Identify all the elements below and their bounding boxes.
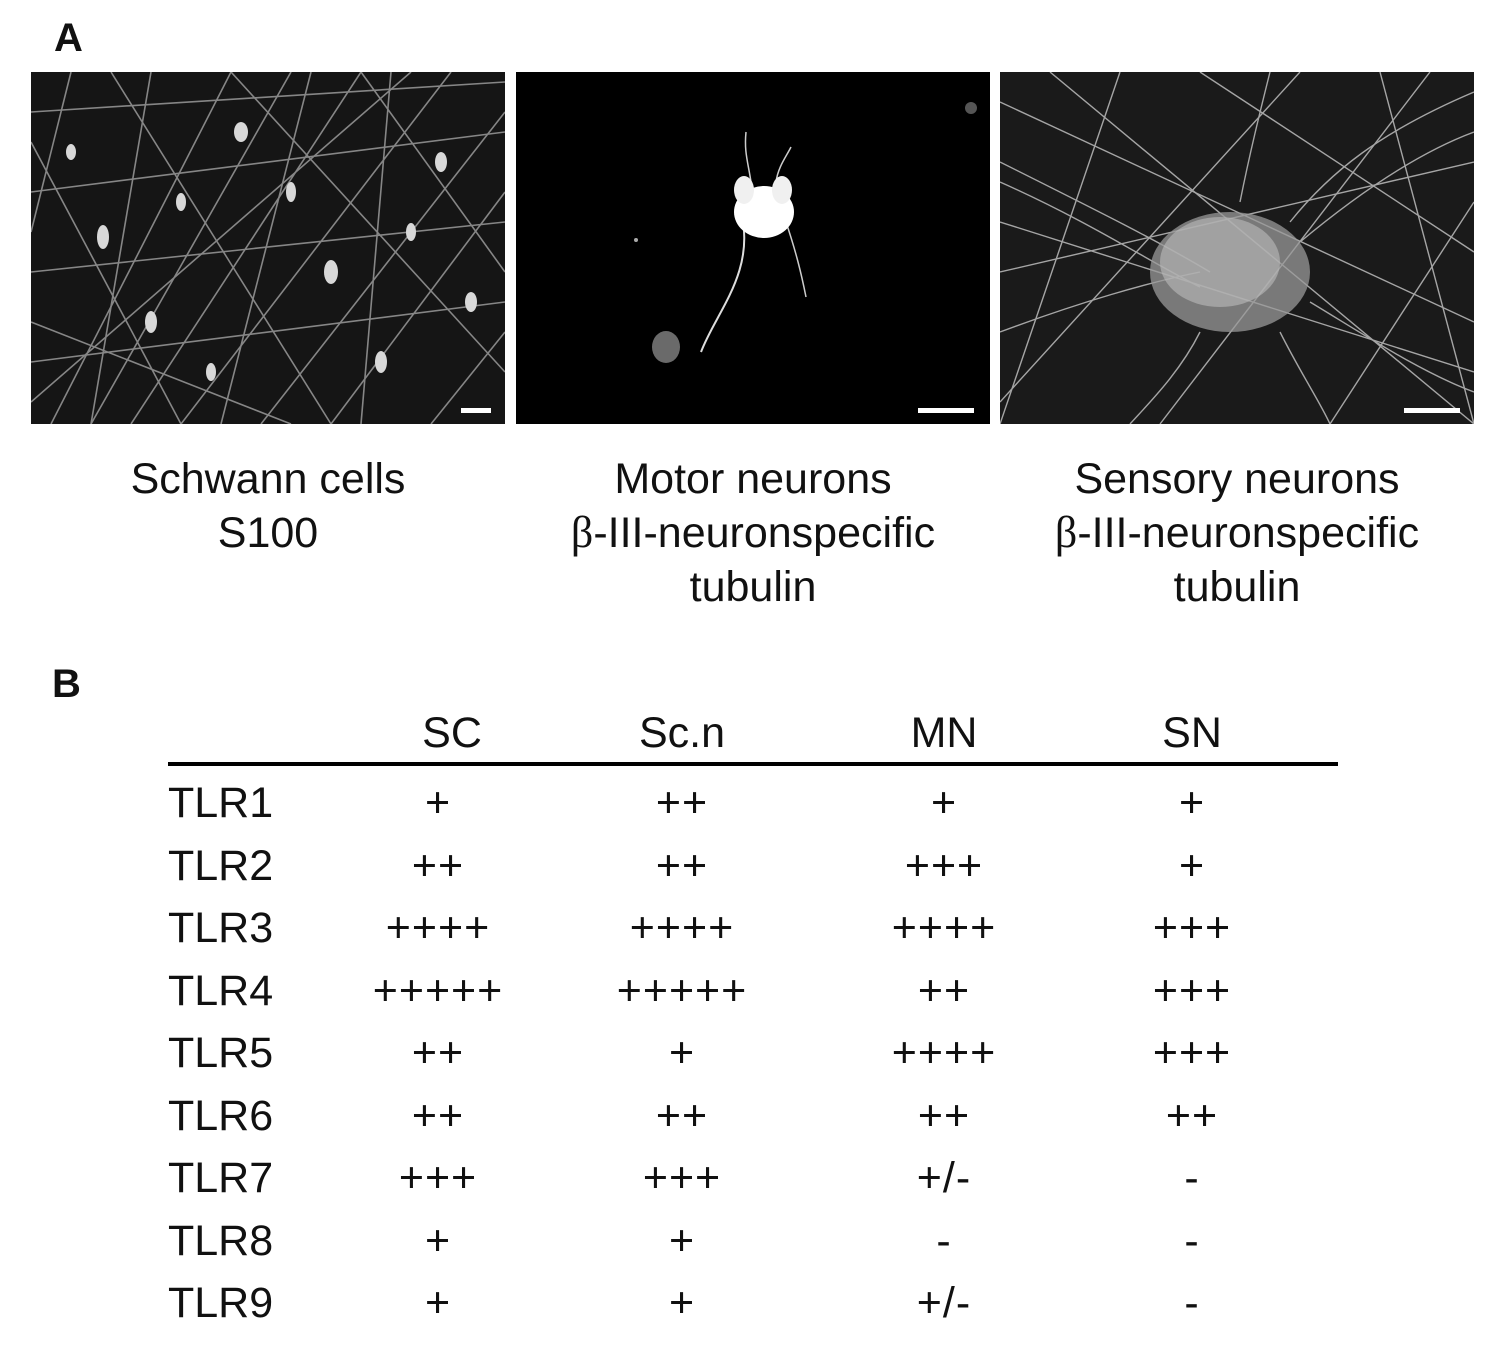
table-cell: ++: [655, 841, 709, 890]
row-label: TLR1: [168, 779, 274, 827]
table-cell: +++: [1152, 904, 1232, 952]
table-row: TLR6 ++ ++ ++ ++: [0, 1085, 1508, 1147]
table-cell: +++: [1152, 1029, 1232, 1077]
table-row: TLR3 ++++ ++++ ++++ +++: [0, 897, 1508, 959]
panel-a-label: A: [54, 16, 83, 60]
table-cell: ++++: [891, 904, 997, 952]
row-label: TLR8: [168, 1216, 274, 1265]
table-row: TLR4 +++++ +++++ ++ +++: [0, 960, 1508, 1022]
table-row: TLR9 + + +/- -: [0, 1272, 1508, 1334]
table-cell: +: [668, 1279, 696, 1327]
caption-motor-neurons: Motor neurons β-III-neuronspecific tubul…: [516, 452, 990, 614]
panel-b-label: B: [52, 662, 81, 706]
table-cell: -: [1184, 1154, 1200, 1202]
row-label: TLR7: [168, 1154, 274, 1202]
table-row: TLR5 ++ + ++++ +++: [0, 1022, 1508, 1084]
row-label: TLR9: [168, 1279, 274, 1327]
scale-bar: [461, 408, 491, 413]
table-cell: ++: [411, 1029, 465, 1077]
column-header-sc: SC: [422, 709, 482, 757]
table-cell: +: [930, 779, 958, 827]
row-label: TLR6: [168, 1091, 274, 1140]
table-cell: +: [424, 1279, 452, 1327]
caption-text: -III-neuronspecific: [593, 509, 936, 557]
caption-schwann-cells: Schwann cells S100: [31, 452, 505, 560]
row-label: TLR3: [168, 904, 274, 952]
table-row: TLR1 + ++ + +: [0, 772, 1508, 834]
table-cell: ++++: [891, 1029, 997, 1077]
row-label: TLR2: [168, 841, 274, 890]
table-cell: -: [1184, 1279, 1200, 1327]
beta-symbol: β: [570, 508, 594, 557]
caption-line: Sensory neurons: [1074, 455, 1400, 503]
caption-line: Schwann cells: [130, 455, 406, 503]
table-header-rule: [168, 762, 1338, 766]
table-cell: +: [424, 1216, 452, 1265]
table-cell: -: [1184, 1216, 1200, 1265]
scale-bar: [918, 408, 974, 413]
table-cell: ++: [411, 841, 465, 890]
caption-line: tubulin: [689, 563, 817, 611]
row-label: TLR5: [168, 1029, 274, 1077]
micrograph-schwann-cells: [31, 72, 505, 424]
table-cell: ++: [655, 779, 709, 827]
table-cell: +++: [904, 841, 984, 890]
scale-bar: [1404, 408, 1460, 413]
column-header-scn: Sc.n: [638, 709, 726, 757]
caption-sensory-neurons: Sensory neurons β-III-neuronspecific tub…: [1000, 452, 1474, 614]
table-cell: +/-: [916, 1279, 972, 1327]
table-cell: +++: [1152, 966, 1232, 1015]
table-cell: +++++: [372, 966, 504, 1015]
micrograph-motor-neurons: [516, 72, 990, 424]
table-cell: +: [1178, 841, 1206, 890]
caption-line: β-III-neuronspecific: [516, 506, 990, 560]
table-cell: ++: [1165, 1091, 1219, 1140]
column-header-sn: SN: [1162, 709, 1222, 757]
table-row: TLR2 ++ ++ +++ +: [0, 835, 1508, 897]
row-label: TLR4: [168, 966, 274, 1015]
table-cell: -: [936, 1216, 952, 1265]
table-cell: ++: [411, 1091, 465, 1140]
table-cell: +/-: [916, 1154, 972, 1202]
caption-line: β-III-neuronspecific: [1000, 506, 1474, 560]
beta-symbol: β: [1054, 508, 1078, 557]
table-cell: ++: [917, 966, 971, 1015]
caption-line: S100: [217, 509, 319, 557]
table-cell: ++: [655, 1091, 709, 1140]
micrograph-sensory-neurons: [1000, 72, 1474, 424]
table-cell: +++++: [616, 966, 748, 1015]
table-cell: +: [424, 779, 452, 827]
table-cell: +++: [642, 1154, 722, 1202]
column-header-mn: MN: [910, 709, 978, 757]
caption-text: -III-neuronspecific: [1077, 509, 1420, 557]
table-cell: +: [668, 1029, 696, 1077]
table-cell: +++: [398, 1154, 478, 1202]
caption-line: Motor neurons: [614, 455, 892, 503]
table-row: TLR8 + + - -: [0, 1210, 1508, 1272]
table-cell: ++++: [385, 904, 491, 952]
table-cell: ++++: [629, 904, 735, 952]
table-cell: +: [668, 1216, 696, 1265]
caption-line: tubulin: [1173, 563, 1301, 611]
table-cell: +: [1178, 779, 1206, 827]
table-row: TLR7 +++ +++ +/- -: [0, 1147, 1508, 1209]
table-cell: ++: [917, 1091, 971, 1140]
